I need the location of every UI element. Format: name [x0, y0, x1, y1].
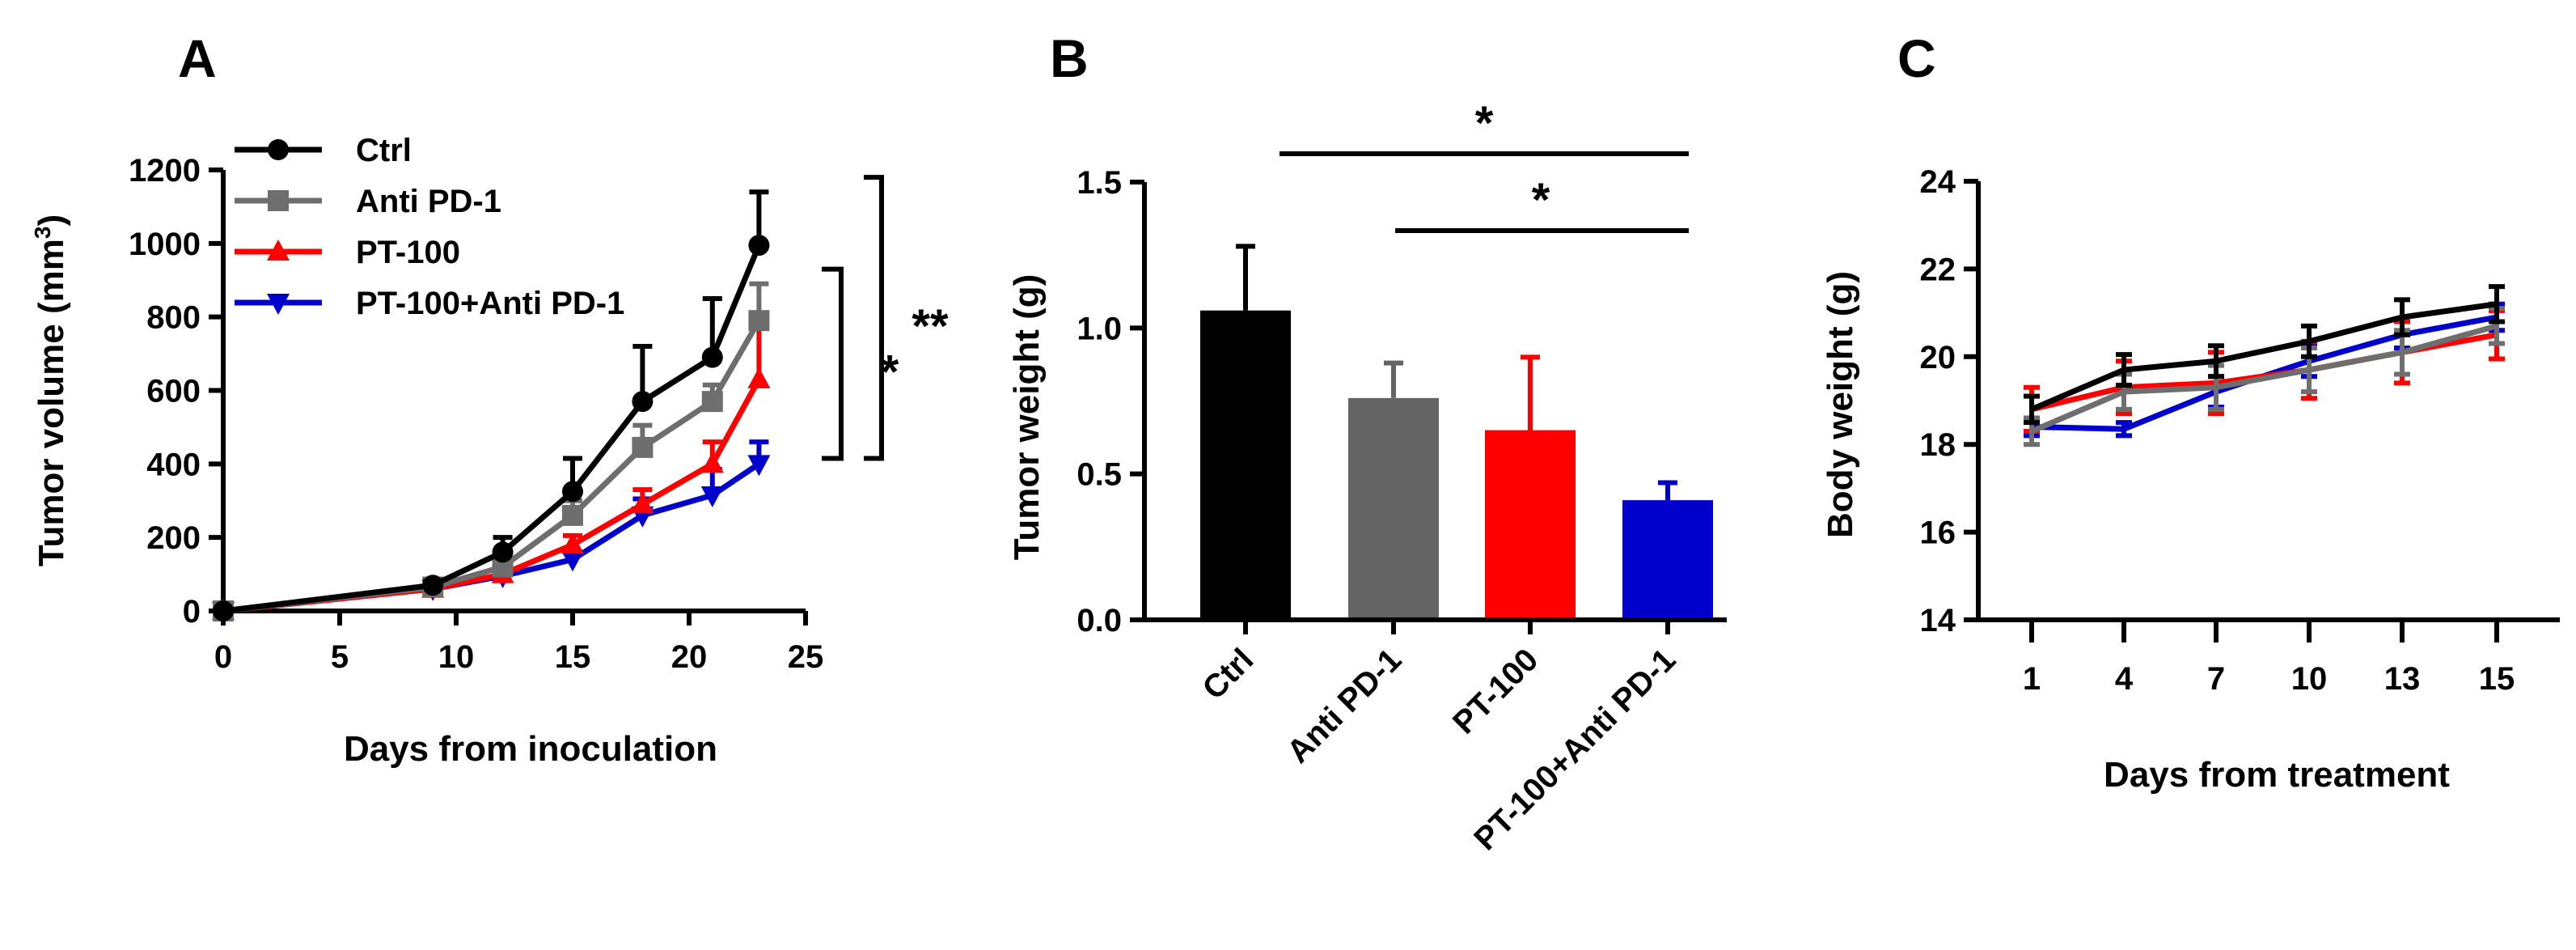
significance-bracket	[822, 266, 844, 461]
series-pt-100	[212, 321, 771, 620]
panel-label-b: B	[1050, 28, 1089, 88]
y-tick-label: 0	[183, 594, 201, 630]
x-tick-label: 5	[331, 639, 349, 675]
legend-label-pt-100: PT-100	[356, 235, 460, 270]
x-tick-label-ctrl: Ctrl	[1196, 642, 1261, 706]
x-tick-label: 20	[671, 639, 708, 675]
data-point-pt-100	[747, 367, 771, 388]
series-line-anti-pd-1	[222, 319, 762, 614]
x-tick-label: 25	[788, 639, 824, 675]
legend-marker-pt-100	[267, 240, 290, 261]
legend-label-anti-pd-1: Anti PD-1	[356, 184, 501, 219]
significance-label: *	[881, 346, 899, 399]
bar-pt-100	[1485, 430, 1576, 620]
panel-a-line-chart: A 0 200 400 600 800 1000 1200 0 5 10 15 20 25 Days fro…	[30, 28, 949, 769]
data-point-pt-100-anti-pd-1	[747, 455, 771, 477]
bar-anti-pd-1	[1348, 397, 1439, 620]
legend-marker-pt-100-anti-pd-1	[267, 294, 290, 315]
x-tick-label: 4	[2115, 661, 2134, 697]
y-axis-title: Tumor volume (mm3)	[30, 214, 71, 566]
legend: Ctrl Anti PD-1 PT-100 PT-100+Anti PD-1	[235, 133, 624, 321]
y-tick-label: 800	[146, 300, 201, 336]
data-point-ctrl	[422, 575, 444, 596]
data-point-ctrl	[492, 541, 514, 563]
x-tick-label-anti-pd-1: Anti PD-1	[1280, 642, 1408, 770]
x-tick-label-pt-100: PT-100	[1446, 642, 1545, 740]
y-tick-label: 22	[1920, 252, 1956, 287]
significance-label: **	[912, 300, 949, 353]
y-axis-title: Body weight (g)	[1821, 271, 1860, 538]
y-tick-label: 1000	[129, 227, 201, 262]
legend-marker-anti-pd-1	[268, 190, 289, 211]
significance-label: *	[1532, 174, 1550, 227]
x-axis-title: Days from treatment	[2104, 755, 2450, 795]
y-tick-label: 16	[1920, 515, 1956, 551]
x-axis-title: Days from inoculation	[344, 729, 717, 769]
data-point-anti-pd-1	[748, 310, 770, 332]
data-point-anti-pd-1	[632, 436, 654, 458]
significance-bracket	[864, 175, 884, 461]
series-line-ctrl	[2030, 301, 2498, 413]
series-ctrl	[2024, 284, 2505, 426]
data-point-pt-100	[561, 532, 584, 554]
data-point-ctrl	[562, 481, 583, 503]
data-point-pt-100	[631, 492, 654, 514]
data-point-pt-100-anti-pd-1	[700, 486, 724, 507]
x-tick-label: 10	[2291, 661, 2328, 697]
y-tick-label: 14	[1920, 603, 1956, 638]
data-point-ctrl	[632, 391, 654, 413]
y-tick-label: 0.5	[1077, 457, 1122, 493]
series-pt-100-anti-pd-1	[2024, 301, 2505, 439]
y-tick-label: 400	[146, 447, 201, 482]
x-tick-label: 15	[2479, 661, 2515, 697]
panel-label-c: C	[1897, 28, 1936, 88]
legend-marker-ctrl	[268, 139, 289, 160]
x-tick-label: 13	[2384, 661, 2421, 697]
legend-label-pt-100-anti-pd-1: PT-100+Anti PD-1	[356, 286, 624, 321]
y-tick-label: 24	[1920, 164, 1956, 200]
y-tick-label: 1200	[129, 153, 201, 189]
y-tick-label: 20	[1920, 340, 1956, 375]
y-tick-label: 1.5	[1077, 165, 1122, 201]
series-ctrl	[213, 189, 770, 621]
series-line-pt-100-anti-pd-1	[2031, 314, 2498, 432]
x-tick-label: 0	[214, 639, 232, 675]
y-tick-label: 18	[1920, 427, 1956, 463]
data-point-ctrl	[701, 346, 723, 368]
bar-pt-100-anti-pd-1	[1622, 500, 1713, 620]
data-point-ctrl	[213, 600, 234, 621]
panel-label-a: A	[178, 28, 217, 88]
legend-label-ctrl: Ctrl	[356, 133, 412, 168]
series-pt-100-anti-pd-1	[212, 439, 771, 623]
y-axis-title: Tumor weight (g)	[1007, 274, 1047, 561]
y-tick-label: 1.0	[1077, 311, 1122, 346]
data-point-anti-pd-1	[701, 391, 723, 413]
data-point-pt-100-anti-pd-1	[561, 550, 584, 572]
x-tick-label: 1	[2023, 661, 2041, 697]
y-tick-label: 600	[146, 374, 201, 409]
data-point-pt-100	[700, 452, 724, 473]
series-anti-pd-1	[213, 281, 770, 621]
x-tick-label: 7	[2207, 661, 2225, 697]
y-tick-label: 200	[146, 520, 201, 556]
data-point-ctrl	[748, 235, 770, 257]
series-line-pt-100	[222, 378, 762, 614]
bar-ctrl	[1200, 310, 1291, 620]
significance-label: *	[1475, 97, 1494, 150]
series-line-anti-pd-1	[2030, 323, 2498, 435]
data-point-anti-pd-1	[562, 504, 583, 526]
x-tick-label: 15	[555, 639, 591, 675]
x-tick-label: 10	[438, 639, 475, 675]
y-tick-label: 0.0	[1077, 603, 1122, 638]
